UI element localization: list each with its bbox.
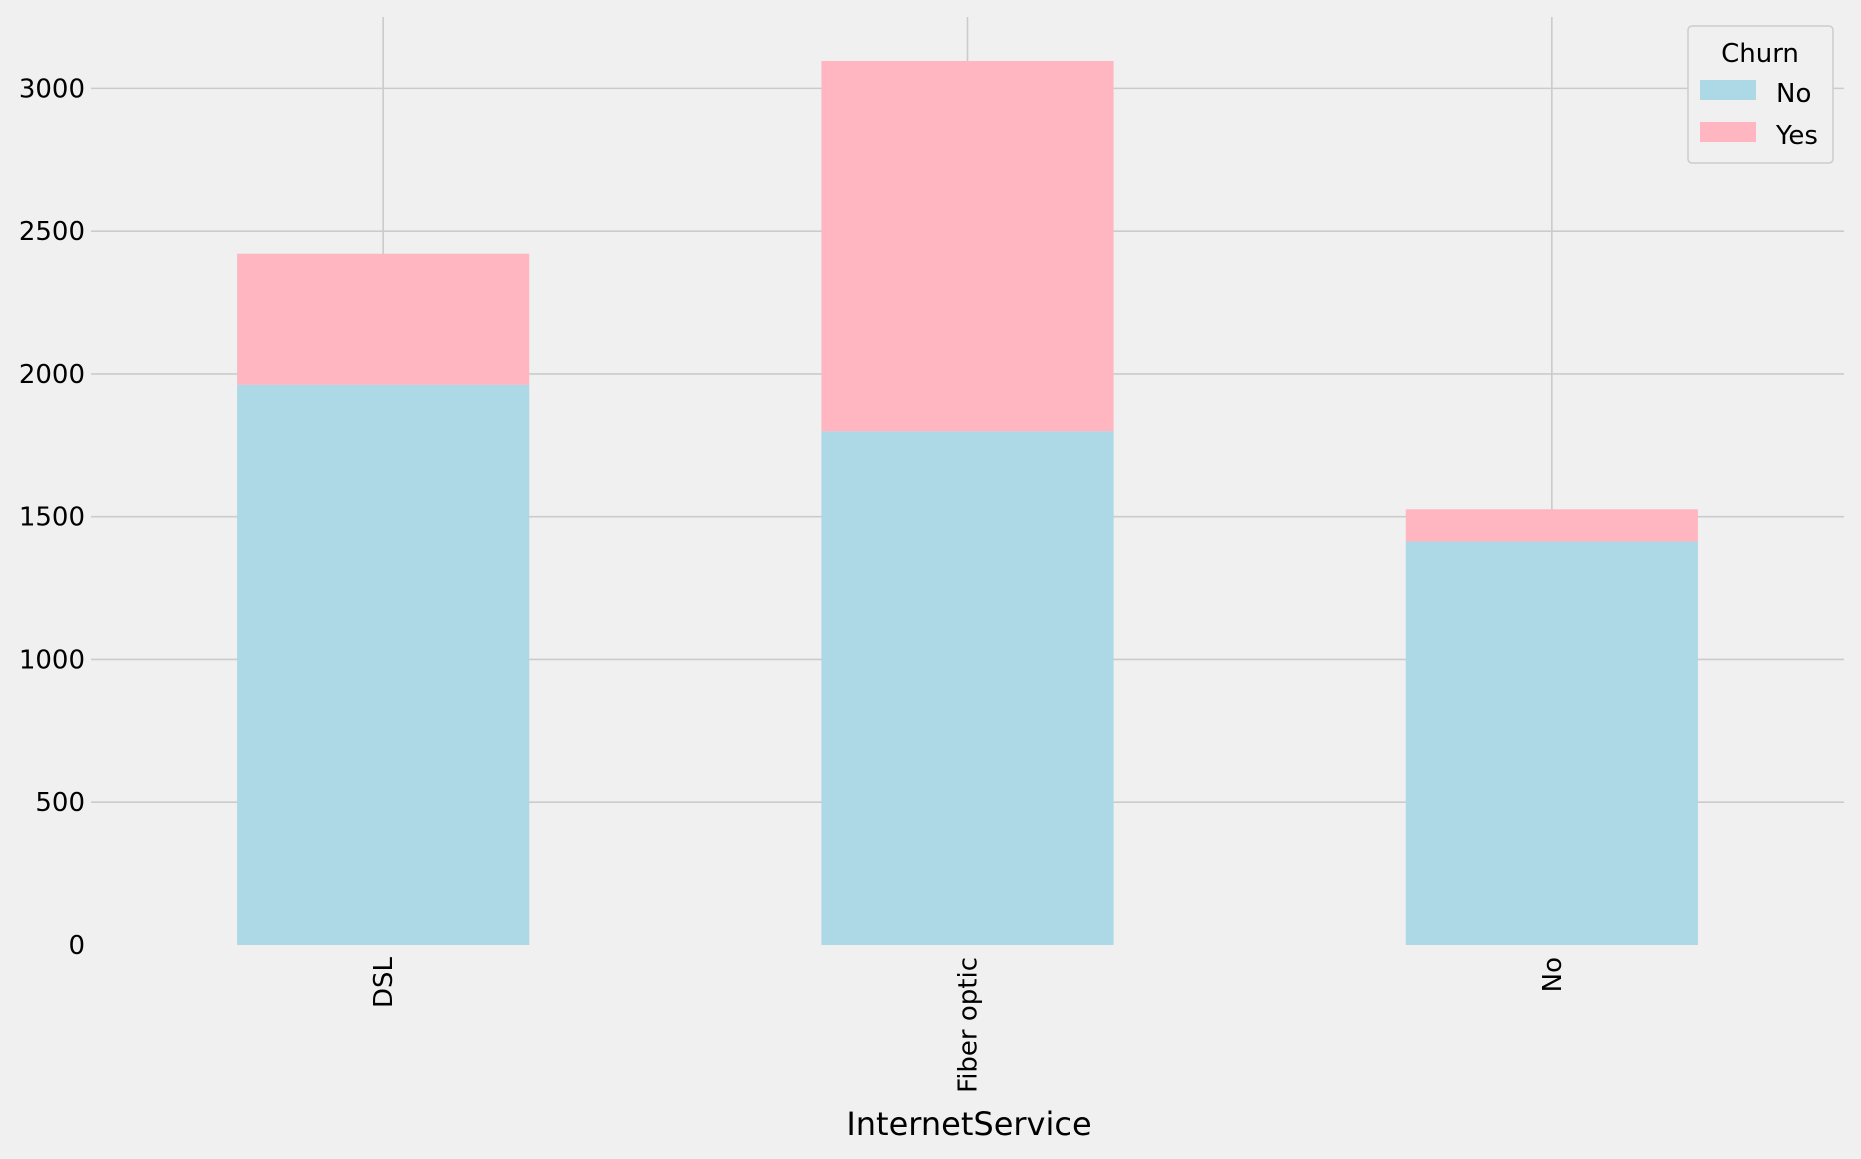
- y-tick-label: 0: [68, 931, 85, 961]
- bar-yes: [1405, 509, 1698, 542]
- y-tick-label: 1000: [19, 645, 85, 675]
- legend-label: No: [1776, 79, 1811, 109]
- x-axis: DSL Fiber optic No: [369, 956, 1568, 1092]
- legend-label: Yes: [1775, 121, 1818, 151]
- bar-yes: [237, 253, 530, 385]
- x-tick-label: No: [1538, 957, 1568, 992]
- bar-no: [821, 431, 1114, 946]
- y-tick-label: 1500: [19, 503, 85, 533]
- bar-no: [237, 384, 530, 945]
- legend-swatch: [1700, 80, 1756, 100]
- y-tick-label: 3000: [19, 74, 85, 104]
- x-axis-label: InternetService: [846, 1105, 1091, 1143]
- legend-swatch: [1700, 122, 1756, 142]
- x-tick-label: Fiber optic: [954, 957, 984, 1093]
- x-tick-label: DSL: [369, 956, 399, 1008]
- bar-yes: [821, 60, 1114, 432]
- y-tick-label: 2500: [19, 217, 85, 247]
- y-axis: 0 500 1000 1500 2000 2500 3000: [19, 74, 85, 961]
- y-tick-label: 2000: [19, 360, 85, 390]
- bars: [237, 60, 1698, 946]
- bar-no: [1405, 541, 1698, 945]
- legend: Churn No Yes: [1687, 25, 1834, 164]
- y-tick-label: 500: [35, 788, 85, 818]
- legend-title: Churn: [1721, 39, 1799, 69]
